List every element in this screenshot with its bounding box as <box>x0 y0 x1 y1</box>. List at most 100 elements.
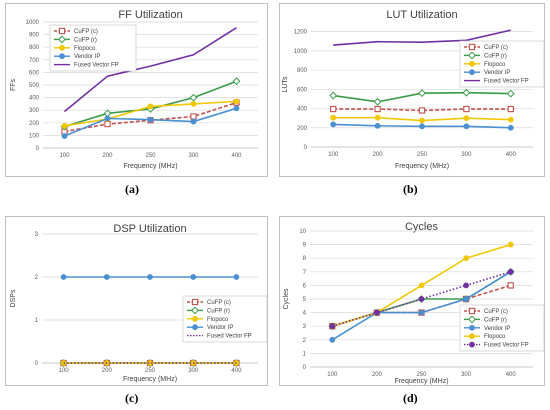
x-tick-label: 400 <box>506 152 517 158</box>
cycles-chart: Cycles 0 1 2 3 4 5 6 7 8 9 10 100 200 250 300 400 Frequen… <box>283 221 545 385</box>
legend: CuFP (c) CuFP (r) Flopoco Vendor IP Fused Ve… <box>49 24 137 72</box>
legend: CuFP (c) CuFP (r) Flopoco Vendor IP Fused Ve… <box>459 40 545 88</box>
y-tick-label: 1 <box>35 318 39 324</box>
legend-label: Flopoco <box>74 46 96 52</box>
data-point <box>103 274 110 280</box>
series-vendor-ip <box>330 121 514 131</box>
chart-title: FF Utilization <box>118 9 182 21</box>
legend-label: CuFP (c) <box>484 45 508 51</box>
x-tick-label: 200 <box>373 152 384 158</box>
caption-a: (a) <box>125 182 139 196</box>
data-point <box>104 120 111 128</box>
data-point <box>463 115 470 122</box>
legend-label: Flopoco <box>484 62 506 68</box>
data-point <box>147 103 154 110</box>
chart-title: DSP Utilization <box>113 223 186 235</box>
legend-label: CuFP (r) <box>74 37 97 43</box>
y-tick-label: 4 <box>303 311 307 317</box>
y-axis-label: FFs <box>10 78 17 91</box>
data-point <box>329 91 338 100</box>
data-point <box>330 105 337 113</box>
x-axis-label: Frequency (MHz) <box>123 376 177 383</box>
legend-marker <box>468 43 476 51</box>
data-point <box>373 97 382 106</box>
legend-label: CuFP (c) <box>484 309 508 315</box>
chart-panel-ff: FF Utilization 0 100 200 300 400 500 600 700 800 9… <box>0 0 275 205</box>
legend-label: Fused Vector FP <box>74 63 119 69</box>
y-tick-label: 1000 <box>26 20 40 26</box>
data-point <box>462 88 471 97</box>
y-tick-label: 1 <box>303 351 307 357</box>
dsp-utilization-chart: DSP Utilization 0 1 2 3 100 200 250 300 400 Freque… <box>10 223 268 383</box>
y-tick-label: 3 <box>303 324 307 330</box>
y-tick-label: 0 <box>304 145 308 151</box>
y-tick-label: 0 <box>36 146 40 152</box>
y-tick-label: 300 <box>29 108 40 114</box>
legend-marker <box>191 298 199 306</box>
data-point <box>147 274 153 280</box>
y-axis-label: LUTs <box>282 76 289 92</box>
y-tick-label: 7 <box>303 270 307 276</box>
data-point <box>507 241 514 248</box>
caption-d: (d) <box>403 391 418 405</box>
data-point <box>190 113 197 120</box>
data-point <box>419 123 425 130</box>
x-tick-label: 400 <box>231 153 242 159</box>
legend-marker <box>192 315 198 322</box>
legend-marker <box>469 324 475 331</box>
legend: CuFP (c) CuFP (r) Vendor IP Flopoco Fused Ve… <box>459 304 545 352</box>
x-tick-label: 200 <box>102 153 113 159</box>
data-point <box>418 107 426 114</box>
data-point <box>418 282 425 289</box>
legend-marker <box>468 307 476 315</box>
legend-label: Vendor IP <box>484 326 510 332</box>
chart-panel-cycles: Cycles 0 1 2 3 4 5 6 7 8 9 10 100 200 250 300 400 Frequen… <box>275 205 550 410</box>
data-point <box>463 255 469 262</box>
data-point <box>190 118 197 125</box>
data-point <box>61 133 68 139</box>
x-tick-label: 400 <box>506 372 517 378</box>
caption-c: (c) <box>125 391 139 405</box>
data-point <box>190 274 197 280</box>
legend-marker <box>58 27 66 35</box>
data-point <box>233 274 240 280</box>
data-point <box>330 114 337 121</box>
data-point <box>418 309 425 316</box>
legend-label: Flopoco <box>207 317 229 323</box>
data-point <box>374 122 381 129</box>
chart-panel-lut: LUT Utilization 0 200 400 600 800 1000 1200 100 2… <box>275 0 550 205</box>
legend-label: CuFP (c) <box>207 300 231 306</box>
x-tick-label: 250 <box>416 372 427 378</box>
data-point <box>189 93 198 102</box>
legend-marker <box>469 69 475 76</box>
x-tick-label: 300 <box>461 152 472 158</box>
y-tick-label: 600 <box>297 87 308 93</box>
series-flopoco <box>61 98 240 129</box>
series-line <box>63 26 237 113</box>
series-flopoco <box>60 360 240 366</box>
legend-label: CuFP (r) <box>484 53 507 59</box>
data-point <box>507 116 514 123</box>
y-tick-label: 700 <box>29 58 40 64</box>
data-point <box>190 101 197 107</box>
legend-label: Vendor IP <box>484 70 510 76</box>
legend-marker <box>59 53 65 60</box>
legend-marker <box>468 315 476 324</box>
y-tick-label: 1000 <box>294 49 308 55</box>
y-tick-label: 5 <box>303 297 307 303</box>
data-point <box>233 98 240 105</box>
lut-utilization-chart: LUT Utilization 0 200 400 600 800 1000 1200 100 2… <box>282 9 545 170</box>
series-cufp-c <box>330 105 514 114</box>
y-axis-label: Cycles <box>283 288 290 310</box>
data-point <box>463 105 470 113</box>
y-tick-label: 200 <box>297 126 308 132</box>
series-fused-vector-fp <box>63 26 237 113</box>
x-tick-label: 400 <box>231 368 242 374</box>
x-tick-label: 200 <box>372 372 383 378</box>
data-point <box>233 105 240 112</box>
legend-marker <box>191 306 199 315</box>
y-tick-label: 9 <box>303 243 307 249</box>
data-point <box>329 336 336 343</box>
x-tick-label: 300 <box>188 153 199 159</box>
series-fused-vector-fp <box>329 268 514 330</box>
